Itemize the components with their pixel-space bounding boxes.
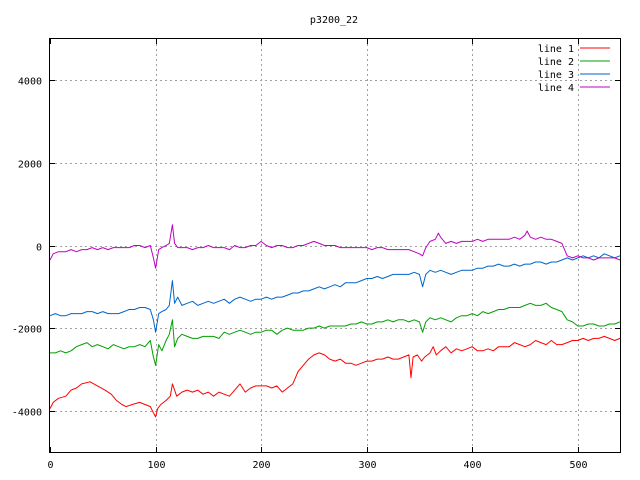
legend-label: line 4 — [538, 83, 574, 94]
series-line-4 — [49, 224, 621, 269]
y-tick-label: 0 — [36, 243, 42, 254]
series-line-3 — [49, 253, 621, 333]
x-axis: 0 100 200 300 400 500 — [47, 39, 588, 471]
y-tick-label: -2000 — [12, 325, 42, 336]
x-tick-label: 0 — [47, 460, 53, 471]
x-tick-label: 200 — [252, 460, 270, 471]
grid-lines — [50, 39, 620, 452]
series-group — [49, 224, 621, 418]
x-tick-label: 400 — [463, 460, 481, 471]
legend-label: line 3 — [538, 70, 574, 81]
x-tick-label: 500 — [569, 460, 587, 471]
series-line-1 — [49, 335, 621, 418]
chart-title: p3200_22 — [310, 15, 358, 26]
x-tick-label: 300 — [358, 460, 376, 471]
x-tick-label: 100 — [147, 460, 165, 471]
series-line-2 — [50, 302, 621, 366]
y-axis: -4000 -2000 0 2000 4000 — [12, 77, 620, 419]
y-tick-label: -4000 — [12, 408, 42, 419]
y-tick-label: 4000 — [18, 77, 42, 88]
legend: line 1 line 2 line 3 line 4 — [538, 44, 610, 94]
y-tick-label: 2000 — [18, 160, 42, 171]
legend-label: line 1 — [538, 44, 574, 55]
plot-frame — [49, 38, 621, 453]
legend-label: line 2 — [538, 57, 574, 68]
